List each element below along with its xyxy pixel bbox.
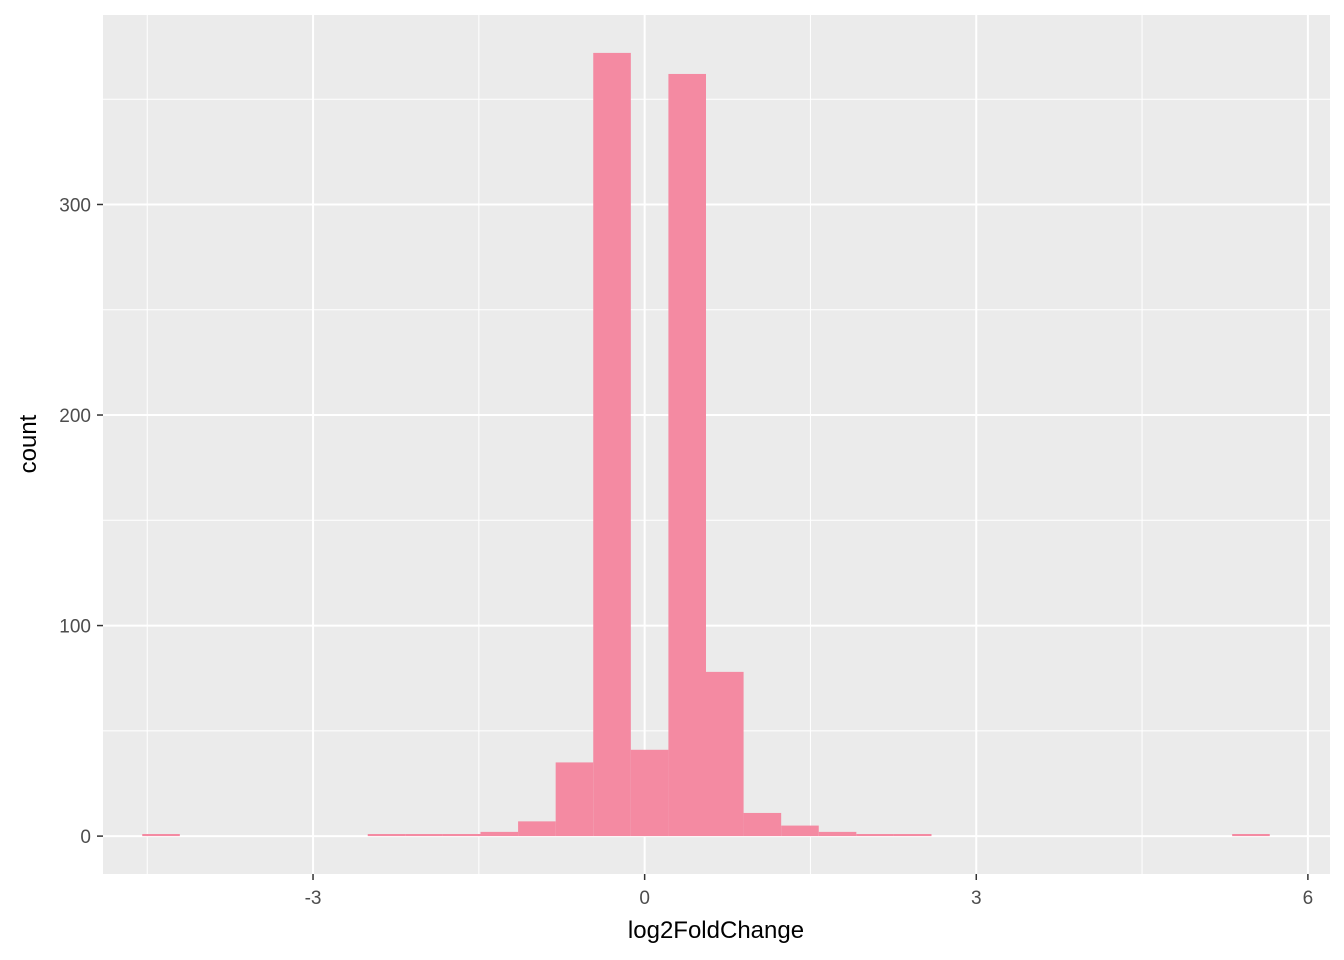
y-axis-title: count (15, 414, 42, 473)
x-tick-label: 3 (971, 888, 982, 909)
histogram-bar (442, 833, 481, 837)
x-axis: -3 0 3 6 (305, 874, 1314, 909)
histogram-bar (555, 762, 594, 837)
y-tick-label: 0 (80, 827, 91, 848)
histogram-bar (593, 52, 631, 837)
histogram-bar (743, 812, 782, 837)
histogram-bars (142, 52, 1270, 837)
histogram-bar (405, 833, 443, 837)
histogram-bar (480, 831, 519, 837)
histogram-bar (1232, 833, 1270, 837)
histogram-bar (142, 833, 180, 837)
major-gridlines (103, 15, 1330, 874)
histogram-bar (705, 671, 744, 837)
histogram-bar (367, 833, 406, 837)
x-axis-title: log2FoldChange (628, 917, 804, 944)
histogram-bar (518, 821, 556, 837)
histogram-bar (668, 73, 706, 837)
histogram-bar (818, 831, 857, 837)
histogram-bar (893, 833, 932, 837)
histogram-bar (781, 825, 819, 837)
histogram-bar (856, 833, 894, 837)
x-tick-label: 6 (1303, 888, 1314, 909)
x-tick-label: -3 (305, 888, 322, 909)
y-tick-label: 100 (59, 617, 91, 638)
x-tick-label: 0 (639, 888, 650, 909)
y-tick-label: 200 (59, 406, 91, 427)
y-tick-label: 300 (59, 195, 91, 216)
y-axis: 0 100 200 300 (59, 195, 103, 848)
minor-gridlines (103, 15, 1330, 874)
histogram-bar (630, 749, 669, 837)
